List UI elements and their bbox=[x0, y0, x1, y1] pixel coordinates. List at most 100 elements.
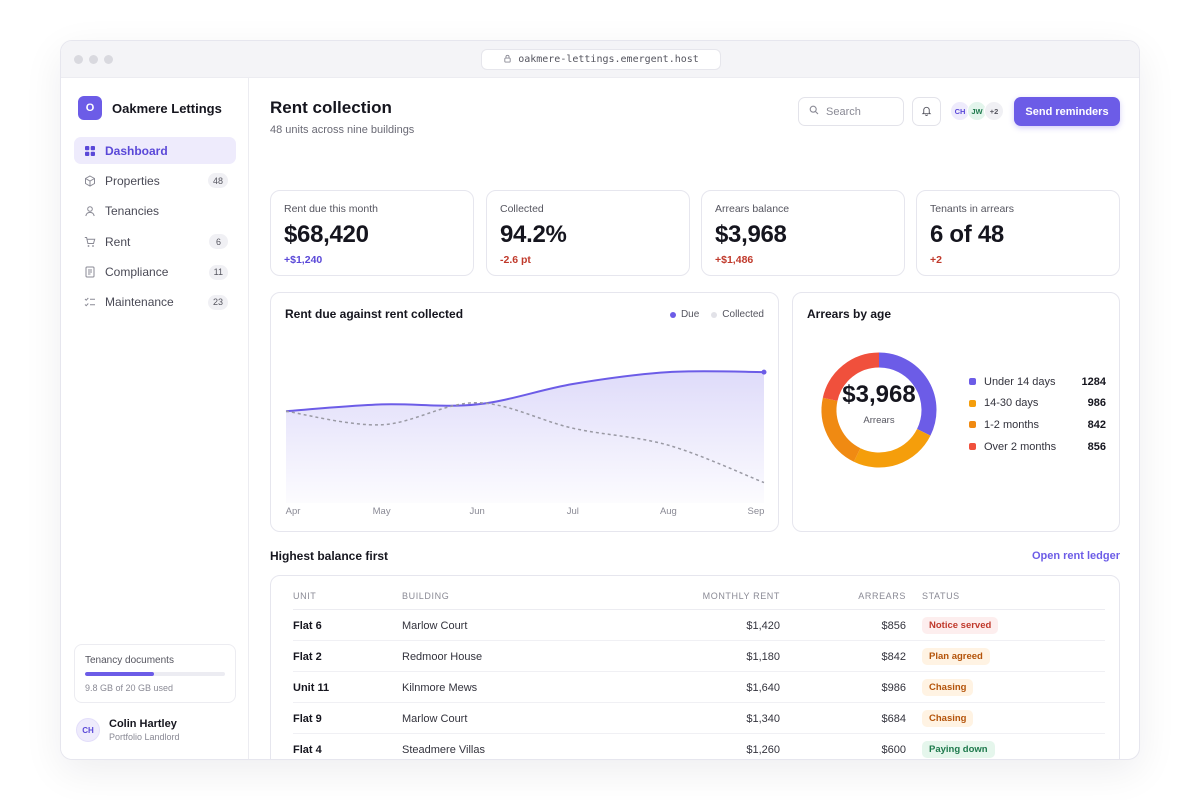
cell-monthly-rent: $1,640 bbox=[746, 682, 780, 694]
kpi-card-arrears-balance: Arrears balance $3,968 +$1,486 bbox=[701, 190, 905, 276]
column-header-monthly-rent[interactable]: Monthly rent bbox=[702, 591, 780, 601]
legend-item-collected[interactable]: Collected bbox=[711, 309, 764, 320]
lock-icon bbox=[503, 54, 512, 66]
table-header: Unit Building Monthly rent Arrears Statu… bbox=[293, 576, 1105, 610]
table-row[interactable]: Flat 9 Marlow Court $1,340 $684 Chasing bbox=[293, 703, 1105, 734]
donut-slice[interactable] bbox=[878, 352, 937, 436]
address-bar[interactable]: oakmere-lettings.emergent.host bbox=[481, 49, 721, 70]
kpi-delta: +$1,486 bbox=[715, 254, 754, 266]
status-badge: Notice served bbox=[922, 617, 999, 634]
rent-chart-card: Rent due against rent collected Due Coll… bbox=[270, 292, 779, 532]
cell-unit: Unit 11 bbox=[293, 682, 330, 694]
donut-slice[interactable] bbox=[821, 397, 861, 462]
sidebar-item-label: Rent bbox=[105, 234, 131, 249]
sidebar-item-count: 23 bbox=[207, 294, 228, 310]
cell-arrears: $856 bbox=[881, 620, 906, 632]
column-header-building[interactable]: Building bbox=[402, 591, 450, 601]
cell-monthly-rent: $1,180 bbox=[746, 651, 780, 663]
legend-label: 1-2 months bbox=[984, 418, 1040, 431]
search-placeholder: Search bbox=[826, 105, 861, 118]
arrears-donut-chart bbox=[821, 352, 937, 468]
legend-value: 842 bbox=[1087, 418, 1106, 431]
kpi-card-rent-due: Rent due this month $68,420 +$1,240 bbox=[270, 190, 474, 276]
storage-title: Tenancy documents bbox=[85, 655, 174, 666]
legend-item: 14-30 days 986 bbox=[969, 393, 1106, 415]
x-axis-label: Sep bbox=[747, 506, 765, 517]
sidebar: O Oakmere Lettings Dashboard Properties … bbox=[61, 78, 249, 759]
notifications-button[interactable] bbox=[912, 97, 941, 126]
x-axis-label: Jun bbox=[469, 506, 485, 517]
user-icon bbox=[84, 205, 96, 217]
donut-title: Arrears by age bbox=[807, 307, 892, 321]
brand[interactable]: O Oakmere Lettings bbox=[78, 96, 222, 120]
storage-card[interactable]: Tenancy documents 9.8 GB of 20 GB used bbox=[74, 644, 236, 703]
x-axis-label: Apr bbox=[285, 506, 301, 517]
sidebar-item-properties[interactable]: Properties 48 bbox=[74, 167, 236, 194]
column-header-arrears[interactable]: Arrears bbox=[858, 591, 906, 601]
storage-progress-fill bbox=[85, 672, 154, 676]
send-reminders-button[interactable]: Send reminders bbox=[1014, 97, 1120, 126]
cell-monthly-rent: $1,420 bbox=[746, 620, 780, 632]
sidebar-item-compliance[interactable]: Compliance 11 bbox=[74, 259, 236, 286]
brand-name: Oakmere Lettings bbox=[112, 100, 222, 116]
bell-icon bbox=[921, 103, 932, 121]
cell-unit: Flat 9 bbox=[293, 713, 322, 725]
chart-legend: Due Collected bbox=[669, 309, 764, 320]
cart-icon bbox=[84, 236, 96, 248]
sidebar-item-label: Compliance bbox=[105, 265, 169, 280]
window-close-dot[interactable] bbox=[74, 55, 83, 64]
sidebar-item-label: Properties bbox=[105, 173, 160, 188]
chart-title: Rent due against rent collected bbox=[285, 307, 464, 321]
kpi-card-collected: Collected 94.2% -2.6 pt bbox=[486, 190, 690, 276]
cell-building: Marlow Court bbox=[402, 620, 468, 632]
storage-used-text: 9.8 GB of 20 GB used bbox=[85, 683, 174, 693]
status-badge: Chasing bbox=[922, 679, 974, 696]
table-row[interactable]: Unit 11 Kilnmore Mews $1,640 $986 Chasin… bbox=[293, 672, 1105, 703]
legend-item: 1-2 months 842 bbox=[969, 414, 1106, 436]
user-profile[interactable]: CH Colin Hartley Portfolio Landlord bbox=[76, 718, 180, 742]
cell-monthly-rent: $1,340 bbox=[746, 713, 780, 725]
collaborator-avatars[interactable]: CH JW +2 bbox=[950, 101, 1004, 121]
cell-unit: Flat 4 bbox=[293, 744, 322, 756]
window-minimize-dot[interactable] bbox=[89, 55, 98, 64]
donut-slice[interactable] bbox=[822, 352, 880, 402]
due-series-endpoint[interactable] bbox=[761, 369, 767, 375]
table-row[interactable]: Flat 4 Steadmere Villas $1,260 $600 Payi… bbox=[293, 734, 1105, 759]
x-axis-label: May bbox=[372, 506, 391, 517]
column-header-status[interactable]: Status bbox=[922, 591, 960, 601]
status-badge: Plan agreed bbox=[922, 648, 990, 665]
sidebar-item-label: Dashboard bbox=[105, 143, 168, 158]
kpi-value: $3,968 bbox=[715, 221, 787, 248]
sidebar-item-label: Maintenance bbox=[105, 295, 174, 310]
sidebar-item-dashboard[interactable]: Dashboard bbox=[74, 137, 236, 164]
legend-swatch bbox=[969, 443, 976, 451]
due-series-line bbox=[285, 370, 765, 413]
user-name: Colin Hartley bbox=[109, 718, 177, 730]
sidebar-item-maintenance[interactable]: Maintenance 23 bbox=[74, 289, 236, 316]
page-title: Rent collection bbox=[270, 98, 392, 117]
cell-arrears: $842 bbox=[881, 651, 906, 663]
search-input[interactable]: Search bbox=[798, 97, 904, 126]
cell-monthly-rent: $1,260 bbox=[746, 744, 780, 756]
table-row[interactable]: Flat 6 Marlow Court $1,420 $856 Notice s… bbox=[293, 610, 1105, 641]
column-header-unit[interactable]: Unit bbox=[293, 591, 317, 601]
legend-swatch bbox=[969, 421, 976, 429]
document-icon bbox=[84, 266, 96, 278]
kpi-card-tenants-in-arrears: Tenants in arrears 6 of 48 +2 bbox=[916, 190, 1120, 276]
sidebar-item-tenancies[interactable]: Tenancies bbox=[74, 198, 236, 225]
x-axis-label: Jul bbox=[566, 506, 579, 517]
checklist-icon bbox=[84, 296, 96, 308]
cell-building: Steadmere Villas bbox=[402, 744, 485, 756]
arrears-by-age-card: Arrears by age $3,968 Arrears Under 14 d… bbox=[792, 292, 1120, 532]
x-axis-label: Aug bbox=[659, 506, 677, 517]
legend-item-due[interactable]: Due bbox=[669, 309, 699, 320]
window-maximize-dot[interactable] bbox=[104, 55, 113, 64]
donut-slice[interactable] bbox=[853, 428, 931, 468]
brand-logo: O bbox=[78, 96, 102, 120]
rent-line-chart bbox=[285, 369, 767, 503]
cell-arrears: $986 bbox=[881, 682, 906, 694]
table-row[interactable]: Flat 2 Redmoor House $1,180 $842 Plan ag… bbox=[293, 641, 1105, 672]
kpi-delta: +2 bbox=[930, 254, 942, 266]
open-rent-ledger-link[interactable]: Open rent ledger bbox=[1031, 550, 1120, 562]
sidebar-item-rent[interactable]: Rent 6 bbox=[74, 228, 236, 255]
